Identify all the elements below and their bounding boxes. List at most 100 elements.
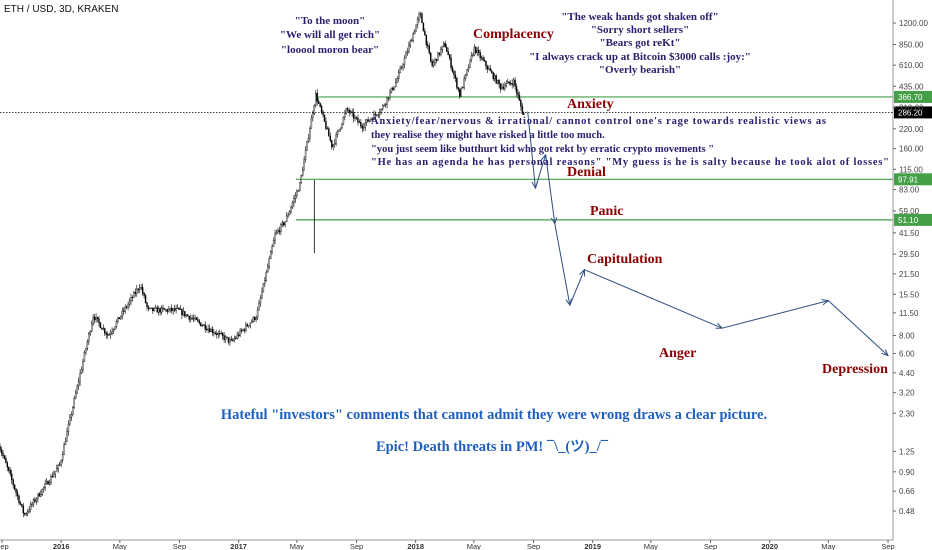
y-tick-label: 610.00 bbox=[899, 61, 924, 70]
candle-body bbox=[345, 108, 348, 114]
stage-label: Denial bbox=[567, 165, 606, 180]
candle-body bbox=[336, 130, 339, 135]
candle-body bbox=[275, 231, 278, 235]
candle-body bbox=[429, 52, 432, 62]
candle-body bbox=[521, 106, 524, 114]
candle-body bbox=[211, 328, 214, 333]
candle-body bbox=[79, 373, 81, 382]
candle-body bbox=[457, 87, 460, 90]
candle-body bbox=[416, 18, 419, 26]
candle-body bbox=[291, 202, 294, 208]
candle-body bbox=[269, 251, 272, 260]
candle-body bbox=[459, 89, 461, 97]
candle-body bbox=[499, 83, 502, 90]
candle-body bbox=[335, 134, 337, 144]
candle-body bbox=[445, 46, 448, 52]
candle-body bbox=[315, 93, 317, 106]
candle-body bbox=[124, 306, 126, 312]
candle-body bbox=[448, 54, 451, 59]
candle-body bbox=[201, 325, 203, 327]
candle-body bbox=[12, 479, 14, 486]
candle-body bbox=[189, 317, 192, 320]
candle-body bbox=[255, 317, 257, 321]
candle-body bbox=[278, 230, 281, 233]
stage-label: Anxiety bbox=[567, 97, 614, 112]
candle-body bbox=[520, 100, 522, 107]
candle-body bbox=[252, 317, 254, 322]
y-tick-label: 8.00 bbox=[899, 332, 915, 341]
y-tick-label: 29.50 bbox=[899, 250, 920, 259]
stage-label: Depression bbox=[822, 362, 888, 377]
candle-body bbox=[32, 499, 35, 505]
x-tick-label: May bbox=[113, 542, 127, 550]
x-tick-label: Sep bbox=[0, 542, 9, 550]
candle-body bbox=[493, 75, 496, 80]
quote-right: "Bears got reKt" bbox=[599, 37, 680, 49]
quote-left: "looool moron bear" bbox=[281, 44, 379, 56]
candle-body bbox=[271, 246, 273, 252]
candle-body bbox=[239, 330, 241, 337]
candle-body bbox=[299, 182, 301, 191]
candle-body bbox=[438, 52, 441, 55]
candle-body bbox=[512, 79, 515, 86]
candle-body bbox=[331, 140, 333, 148]
candle-body bbox=[60, 460, 62, 466]
candle-body bbox=[179, 308, 182, 310]
candle-body bbox=[115, 321, 118, 327]
candle-body bbox=[406, 51, 409, 54]
candle-body bbox=[143, 292, 145, 296]
candle-body bbox=[485, 61, 487, 67]
candle-body bbox=[166, 309, 169, 312]
candle-body bbox=[477, 49, 480, 53]
candle-body bbox=[486, 66, 489, 70]
candle-body bbox=[6, 462, 9, 468]
x-tick-label: Sep bbox=[704, 542, 717, 550]
x-tick-label: 2020 bbox=[761, 542, 778, 550]
anxiety-text-line: Anxiety/fear/nervous & irrational/ canno… bbox=[371, 116, 826, 127]
candle-body bbox=[76, 385, 78, 394]
candle-body bbox=[287, 214, 289, 217]
candle-body bbox=[309, 128, 311, 139]
candle-body bbox=[389, 91, 391, 99]
candle-body bbox=[488, 68, 490, 70]
candle-body bbox=[502, 86, 505, 89]
candle-body bbox=[464, 74, 467, 79]
candle-body bbox=[159, 308, 161, 313]
candle-body bbox=[95, 316, 97, 321]
candle-body bbox=[109, 333, 112, 335]
candle-body bbox=[328, 128, 330, 137]
candle-body bbox=[363, 126, 365, 129]
candle-body bbox=[364, 122, 366, 128]
candle-body bbox=[19, 502, 22, 505]
candle-body bbox=[515, 86, 518, 93]
y-tick-label: 41.50 bbox=[899, 229, 920, 238]
candle-body bbox=[204, 324, 206, 330]
x-tick-label: 2018 bbox=[407, 542, 424, 550]
x-tick-label: 2017 bbox=[230, 542, 247, 550]
candle-body bbox=[418, 14, 420, 20]
candle-body bbox=[195, 317, 198, 320]
candle-body bbox=[317, 101, 320, 104]
candle-body bbox=[226, 336, 228, 338]
candle-body bbox=[165, 309, 167, 311]
candle-body bbox=[301, 170, 304, 176]
candle-body bbox=[408, 45, 410, 53]
candle-body bbox=[152, 307, 154, 312]
quote-right: "Sorry short sellers" bbox=[591, 24, 689, 36]
candle-body bbox=[107, 334, 109, 336]
stage-label: Panic bbox=[590, 204, 623, 219]
y-tick-label: 0.90 bbox=[899, 468, 915, 477]
quote-right: "Overly bearish" bbox=[599, 64, 681, 76]
candle-body bbox=[281, 222, 284, 225]
candle-body bbox=[210, 328, 212, 333]
candle-body bbox=[162, 307, 164, 309]
candle-body bbox=[131, 297, 134, 299]
candle-body bbox=[57, 464, 59, 469]
candle-body bbox=[96, 316, 99, 320]
candle-body bbox=[82, 360, 84, 370]
candle-body bbox=[380, 108, 382, 113]
candle-body bbox=[514, 79, 516, 87]
candle-body bbox=[412, 33, 414, 42]
candle-body bbox=[504, 85, 506, 89]
candle-body bbox=[13, 484, 16, 490]
